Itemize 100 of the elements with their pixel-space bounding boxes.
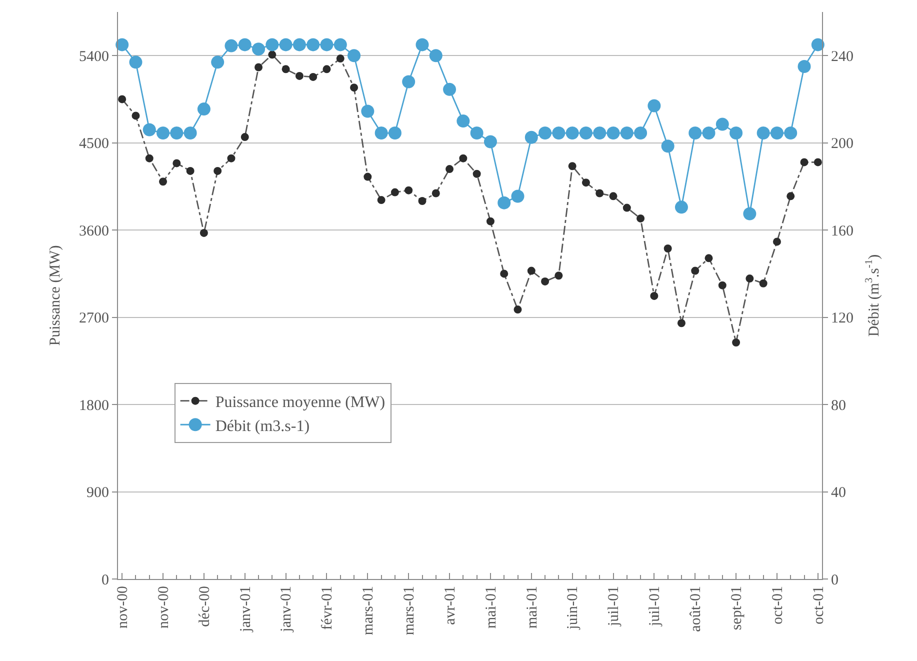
x-tick-label: oct-01 — [810, 586, 827, 624]
x-tick-label: févr-01 — [320, 586, 336, 630]
point — [443, 82, 456, 96]
point — [702, 126, 716, 140]
point — [486, 217, 494, 226]
point — [186, 166, 194, 175]
point — [292, 38, 306, 52]
point — [814, 158, 822, 166]
point — [636, 214, 645, 222]
point — [484, 135, 497, 148]
y2-tick-label: 120 — [831, 310, 854, 327]
point — [716, 118, 729, 131]
point — [309, 72, 318, 81]
point — [320, 38, 334, 52]
point — [402, 75, 416, 88]
point — [238, 38, 252, 52]
point — [554, 272, 563, 280]
point — [759, 279, 768, 288]
point — [579, 126, 592, 140]
point — [498, 196, 511, 210]
x-tick-label: août-01 — [688, 586, 704, 632]
x-tick-label: juil-01 — [647, 586, 664, 627]
point — [240, 133, 249, 142]
point — [609, 192, 618, 200]
y2-tick-label: 80 — [831, 398, 846, 414]
point — [664, 244, 672, 252]
point — [266, 38, 279, 52]
point — [156, 126, 170, 140]
point — [552, 126, 566, 140]
point — [416, 38, 429, 52]
point — [254, 63, 263, 72]
point — [772, 238, 781, 246]
point — [132, 112, 140, 120]
point — [622, 204, 631, 212]
point — [322, 65, 331, 74]
point — [674, 200, 688, 214]
point — [620, 126, 634, 140]
point — [527, 266, 536, 275]
legend-label: Débit (m3.s-1) — [215, 418, 310, 435]
point — [268, 50, 276, 59]
x-tick-label: mars-01 — [401, 586, 418, 636]
point — [390, 188, 399, 196]
point — [732, 338, 740, 347]
point — [200, 228, 208, 237]
point — [404, 186, 413, 194]
point — [227, 154, 236, 162]
point — [348, 49, 361, 62]
point — [197, 102, 210, 116]
point — [295, 72, 304, 80]
x-tick-label: mars-01 — [360, 586, 377, 636]
point — [282, 65, 290, 74]
point — [784, 126, 798, 140]
point — [214, 166, 222, 175]
y-tick-label: 2700 — [79, 310, 109, 327]
y-tick-label: 3600 — [79, 223, 109, 240]
point — [596, 189, 604, 198]
point — [593, 126, 606, 140]
point — [500, 270, 508, 278]
point — [704, 254, 713, 262]
point — [184, 126, 197, 140]
point — [159, 178, 168, 186]
point — [650, 292, 658, 300]
legend-label: Puissance moyenne (MW) — [215, 394, 386, 412]
y-tick-label: 900 — [86, 485, 109, 502]
y2-tick-label: 200 — [831, 136, 854, 152]
y2-tick-label: 240 — [831, 48, 854, 65]
point — [541, 277, 550, 286]
point — [470, 126, 484, 140]
x-tick-label: avr-01 — [442, 586, 458, 625]
point — [334, 38, 347, 52]
point — [116, 38, 129, 52]
y-tick-label: 4500 — [79, 136, 109, 152]
x-tick-label: mai-01 — [524, 586, 540, 628]
point — [566, 126, 579, 140]
point — [688, 126, 702, 140]
point — [306, 38, 320, 52]
point — [459, 154, 468, 162]
point — [350, 84, 358, 92]
point — [361, 104, 374, 118]
point — [388, 126, 402, 140]
point — [432, 189, 440, 198]
point — [756, 126, 770, 140]
point — [648, 99, 661, 112]
x-tick-label: sept-01 — [728, 586, 745, 630]
x-tick-label: janv-01 — [238, 586, 254, 633]
x-tick-label: nov-00 — [114, 586, 131, 628]
point — [279, 38, 292, 52]
y-tick-label: 1800 — [79, 398, 109, 414]
y-tick-label: 0 — [102, 572, 109, 588]
point — [252, 42, 266, 56]
point — [718, 281, 726, 290]
y2-tick-label: 160 — [831, 223, 854, 240]
point — [429, 49, 442, 62]
point — [582, 178, 590, 187]
point — [224, 39, 238, 52]
point — [800, 158, 808, 166]
point — [786, 192, 795, 200]
x-tick-label: nov-00 — [156, 586, 172, 628]
point — [211, 56, 224, 69]
y2-tick-label: 40 — [831, 485, 846, 502]
